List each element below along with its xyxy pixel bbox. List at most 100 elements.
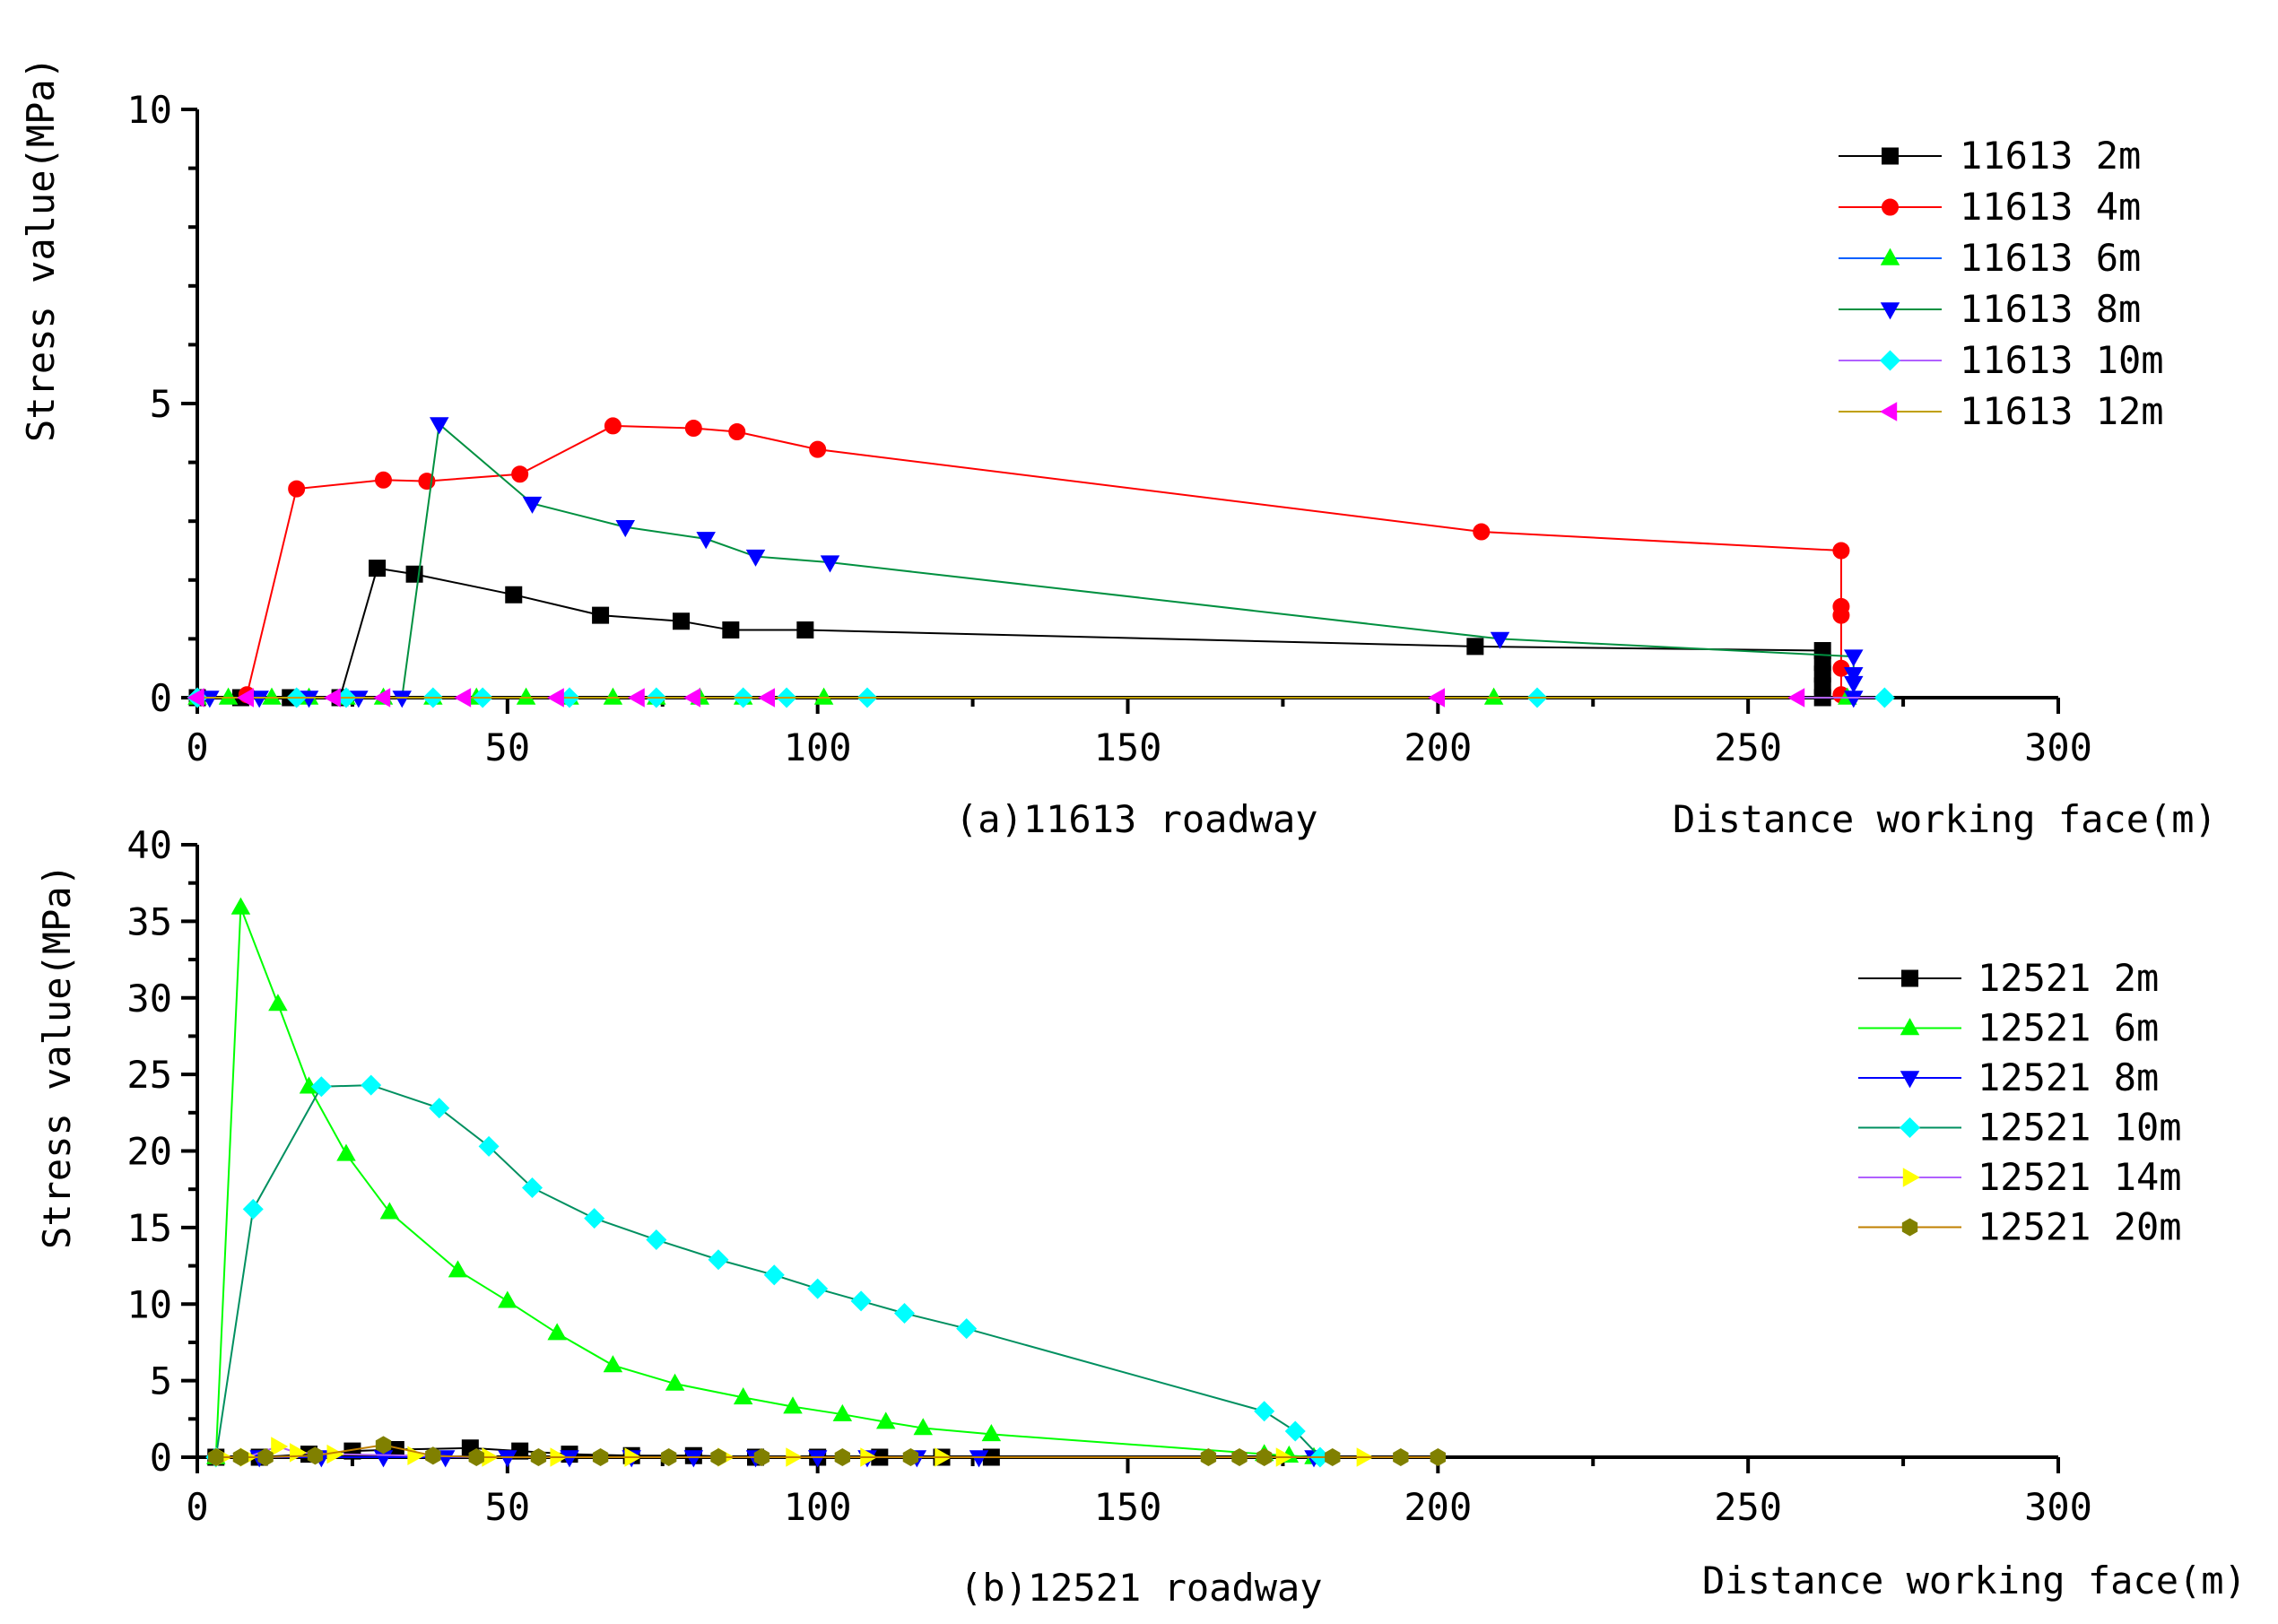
data-point xyxy=(1256,1447,1273,1467)
data-point xyxy=(1874,687,1895,708)
data-point xyxy=(454,688,472,708)
legend-marker xyxy=(1901,969,1918,987)
data-point xyxy=(683,1450,704,1468)
data-point xyxy=(696,532,716,550)
legend-entry: 12521 2m xyxy=(1858,956,2159,1000)
legend-label: 11613 4m xyxy=(1960,185,2141,229)
data-point xyxy=(379,1202,400,1220)
data-point xyxy=(807,1278,829,1299)
y-tick-label: 15 xyxy=(126,1206,172,1250)
x-axis-title-a: Distance working face(m) xyxy=(1673,797,2217,841)
data-point xyxy=(1787,688,1805,708)
chart-panel-a: 0 50 100 150 200 250 300 0 5 10 Stress value(MPa)… xyxy=(19,56,2217,841)
data-point xyxy=(511,465,529,483)
x-tick-label: 100 xyxy=(784,725,852,769)
data-point xyxy=(615,520,636,538)
caption-b: (b)12521 roadway xyxy=(960,1566,1323,1610)
data-point xyxy=(369,560,387,578)
series-12521-20m xyxy=(208,1436,1447,1467)
data-point xyxy=(627,688,645,708)
series-line xyxy=(214,907,1315,1458)
y-tick-label: 0 xyxy=(150,1436,172,1480)
data-point xyxy=(604,417,622,435)
data-point xyxy=(783,1396,803,1414)
y-tick-label: 10 xyxy=(126,1282,172,1326)
data-point xyxy=(646,1229,667,1251)
y-axis-title-b: Stress value(MPa) xyxy=(35,864,79,1249)
data-point xyxy=(478,1135,500,1157)
data-point xyxy=(834,1447,851,1467)
x-tick-label: 200 xyxy=(1404,725,1472,769)
legend-entry: 12521 14m xyxy=(1858,1155,2182,1199)
data-point xyxy=(753,1447,770,1467)
data-point xyxy=(425,1446,441,1465)
legend-entry: 11613 8m xyxy=(1839,287,2141,331)
data-point xyxy=(522,496,543,514)
data-point xyxy=(660,1447,677,1467)
data-point xyxy=(392,690,413,708)
data-point xyxy=(429,1098,450,1119)
legend-label: 12521 14m xyxy=(1978,1155,2182,1199)
x-tick-label: 200 xyxy=(1404,1485,1472,1529)
data-point xyxy=(468,1447,484,1467)
legend-marker xyxy=(1900,1018,1920,1036)
data-point xyxy=(448,1260,468,1278)
data-point xyxy=(560,1450,579,1468)
y-tick-label: 5 xyxy=(150,1359,172,1403)
series-layer-b xyxy=(205,897,1447,1468)
data-point xyxy=(893,1302,916,1324)
legend-marker xyxy=(1880,402,1898,421)
data-point xyxy=(708,1249,729,1271)
series-11613-4m xyxy=(238,417,1850,704)
legend-label: 12521 6m xyxy=(1978,1006,2159,1050)
data-point xyxy=(373,688,391,708)
data-point xyxy=(498,1290,517,1308)
data-point xyxy=(498,1450,517,1468)
data-point xyxy=(1483,687,1504,705)
data-point xyxy=(1832,542,1850,560)
series-line xyxy=(197,567,1824,699)
data-point xyxy=(809,440,827,458)
data-point xyxy=(375,471,392,489)
series-11613-8m xyxy=(200,417,1864,708)
y-tick-label: 10 xyxy=(126,88,172,132)
series-line xyxy=(209,422,1855,699)
series-layer-a xyxy=(187,417,1895,708)
data-point xyxy=(1393,1447,1409,1467)
legend-marker xyxy=(1880,248,1900,265)
data-point xyxy=(1843,690,1864,708)
data-point xyxy=(1200,1447,1217,1467)
x-axis-title-b: Distance working face(m) xyxy=(1702,1559,2247,1602)
legend-marker xyxy=(1882,198,1899,216)
y-tick-label: 35 xyxy=(126,899,172,943)
x-tick-label: 50 xyxy=(485,725,531,769)
legend-label: 11613 8m xyxy=(1960,287,2141,331)
data-point xyxy=(603,687,623,705)
legend-label: 12521 20m xyxy=(1978,1205,2182,1249)
x-tick-label: 250 xyxy=(1714,725,1782,769)
x-tick-label: 0 xyxy=(186,1485,208,1529)
legend-marker xyxy=(1882,147,1899,165)
data-point xyxy=(820,555,840,573)
data-point xyxy=(1254,1401,1275,1422)
data-point xyxy=(361,1074,382,1096)
y-tick-label: 0 xyxy=(150,676,172,720)
data-point xyxy=(505,586,523,604)
data-point xyxy=(733,1387,753,1405)
legend-label: 11613 10m xyxy=(1960,338,2164,382)
legend-marker xyxy=(1901,1218,1918,1237)
axes-b: 0 50 100 150 200 250 300 0 5 10 15 20 25 30 35 40 xyxy=(126,823,2092,1529)
data-point xyxy=(875,1411,896,1429)
series-12521-10m xyxy=(205,1074,1331,1468)
data-point xyxy=(1843,649,1864,667)
data-point xyxy=(1843,667,1864,685)
series-12521-6m xyxy=(205,897,1324,1464)
legend-label: 11613 12m xyxy=(1960,389,2164,433)
y-tick-label: 30 xyxy=(126,977,172,1020)
data-point xyxy=(288,480,306,498)
legend-label: 12521 8m xyxy=(1978,1055,2159,1099)
series-line xyxy=(246,424,1842,695)
data-point xyxy=(665,1373,685,1391)
x-tick-label: 150 xyxy=(1094,1485,1162,1529)
legend-entry: 12521 8m xyxy=(1858,1055,2159,1099)
